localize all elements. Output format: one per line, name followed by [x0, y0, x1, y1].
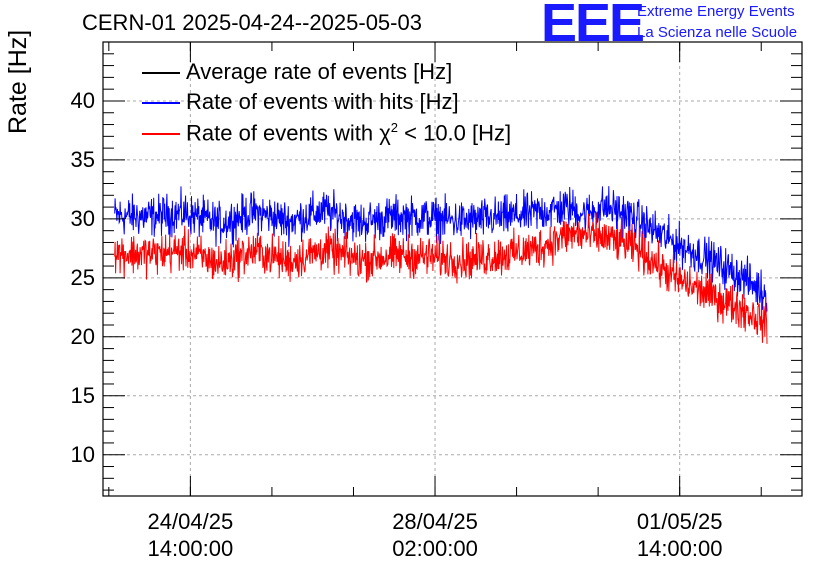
y-tick-label: 20	[70, 323, 95, 349]
logo-line-2: La Scienza nelle Scuole	[637, 24, 798, 41]
plot-frame	[102, 41, 803, 497]
x-tick-date: 01/05/25	[636, 509, 723, 534]
plot-border	[102, 41, 803, 497]
series-line-2	[114, 212, 768, 344]
legend-chi2-prefix: Rate of events with	[186, 120, 380, 146]
x-tick-label: 01/05/25 14:00:00	[610, 508, 750, 562]
legend-chi2-sup: 2	[390, 120, 399, 135]
eee-logo: EEE	[541, 0, 645, 53]
x-tick-time: 14:00:00	[147, 536, 234, 561]
x-tick-date: 24/04/25	[147, 509, 234, 534]
y-tick-label: 40	[70, 87, 95, 113]
x-tick-label: 24/04/25 14:00:00	[120, 508, 260, 562]
logo-line-1: Extreme Energy Events	[637, 3, 795, 20]
x-tick-time: 14:00:00	[636, 536, 723, 561]
y-tick-label: 15	[70, 382, 95, 408]
x-tick-time: 02:00:00	[392, 536, 478, 561]
series-layer	[114, 186, 768, 344]
y-tick-label: 10	[70, 441, 95, 467]
y-axis-label: Rate [Hz]	[4, 29, 32, 134]
legend-entry-chi2: Rate of events with χ2 < 10.0 [Hz]	[186, 120, 511, 146]
series-line-1	[114, 186, 768, 314]
y-tick-label: 25	[70, 264, 95, 290]
y-tick-label: 30	[70, 205, 95, 231]
legend-chi2-suffix: < 10.0 [Hz]	[398, 120, 512, 146]
chart-title: CERN-01 2025-04-24--2025-05-03	[82, 10, 422, 35]
legend-entry-average: Average rate of events [Hz]	[186, 59, 453, 84]
legend	[142, 72, 180, 135]
x-tick-date: 28/04/25	[392, 509, 478, 534]
legend-entry-hits: Rate of events with hits [Hz]	[186, 89, 459, 114]
y-tick-label: 35	[70, 146, 95, 172]
x-tick-label: 28/04/25 02:00:00	[365, 508, 505, 562]
legend-chi2-symbol: χ	[379, 120, 391, 146]
